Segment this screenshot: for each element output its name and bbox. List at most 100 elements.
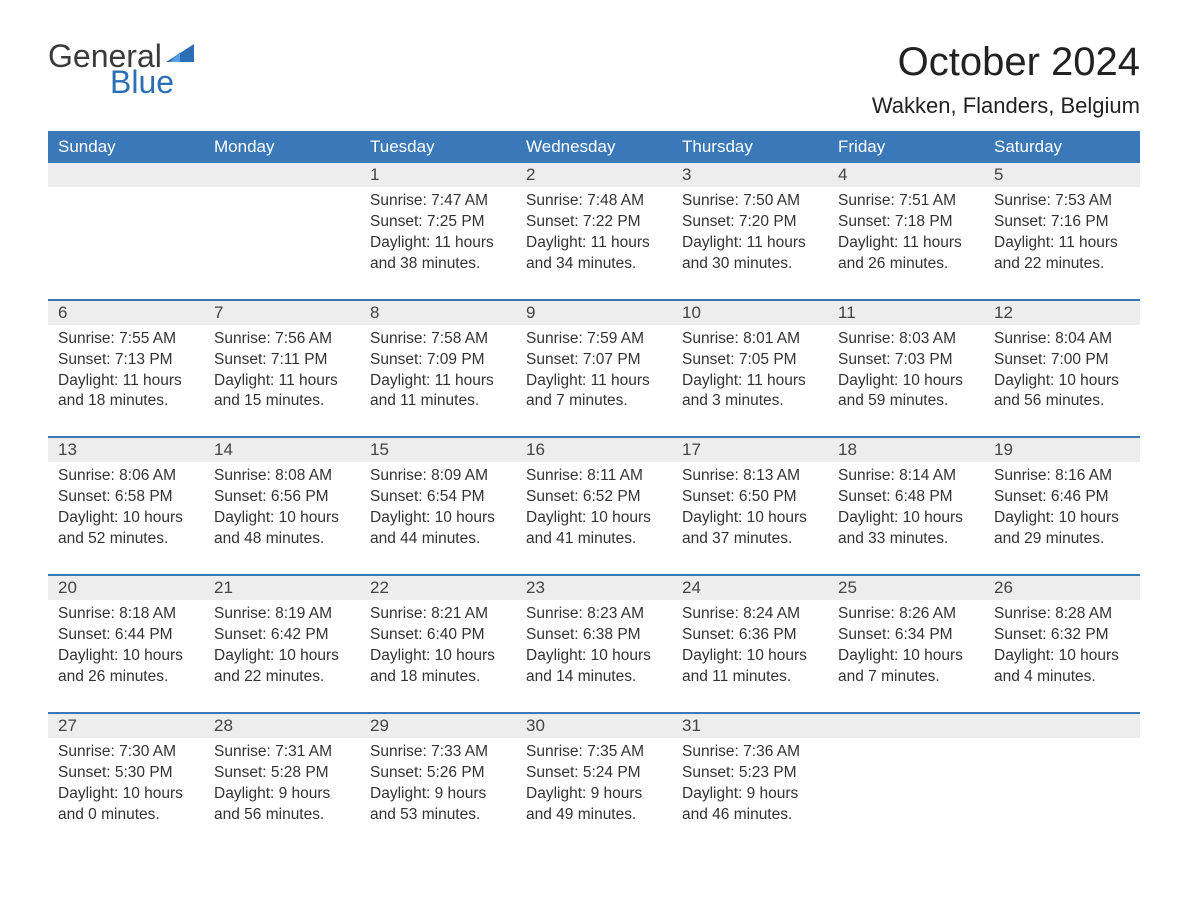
day-body: Sunrise: 8:04 AMSunset: 7:00 PMDaylight:…	[984, 325, 1140, 413]
sunset-line: Sunset: 7:09 PM	[370, 350, 506, 371]
sunrise-line: Sunrise: 8:28 AM	[994, 604, 1130, 625]
daylight-line: Daylight: 10 hours and 14 minutes.	[526, 646, 662, 688]
daylight-line: Daylight: 11 hours and 22 minutes.	[994, 233, 1130, 275]
day-body: Sunrise: 8:06 AMSunset: 6:58 PMDaylight:…	[48, 462, 204, 550]
sunset-line: Sunset: 7:20 PM	[682, 212, 818, 233]
daylight-line: Daylight: 10 hours and 56 minutes.	[994, 371, 1130, 413]
sunrise-line: Sunrise: 7:35 AM	[526, 742, 662, 763]
daylight-line: Daylight: 10 hours and 41 minutes.	[526, 508, 662, 550]
sunrise-line: Sunrise: 7:59 AM	[526, 329, 662, 350]
day-body: Sunrise: 8:24 AMSunset: 6:36 PMDaylight:…	[672, 600, 828, 688]
daylight-line: Daylight: 10 hours and 59 minutes.	[838, 371, 974, 413]
sunrise-line: Sunrise: 7:36 AM	[682, 742, 818, 763]
day-cell: 24Sunrise: 8:24 AMSunset: 6:36 PMDayligh…	[672, 576, 828, 696]
location: Wakken, Flanders, Belgium	[872, 93, 1140, 119]
day-body: Sunrise: 8:16 AMSunset: 6:46 PMDaylight:…	[984, 462, 1140, 550]
sunrise-line: Sunrise: 7:50 AM	[682, 191, 818, 212]
day-body: Sunrise: 7:36 AMSunset: 5:23 PMDaylight:…	[672, 738, 828, 826]
day-number: 3	[672, 163, 828, 187]
day-number: 2	[516, 163, 672, 187]
daylight-line: Daylight: 11 hours and 15 minutes.	[214, 371, 350, 413]
sunset-line: Sunset: 6:42 PM	[214, 625, 350, 646]
sunset-line: Sunset: 6:44 PM	[58, 625, 194, 646]
sunrise-line: Sunrise: 8:03 AM	[838, 329, 974, 350]
day-number: 5	[984, 163, 1140, 187]
sunrise-line: Sunrise: 7:55 AM	[58, 329, 194, 350]
sunrise-line: Sunrise: 8:21 AM	[370, 604, 506, 625]
sunset-line: Sunset: 6:40 PM	[370, 625, 506, 646]
day-number: 21	[204, 576, 360, 600]
day-body: Sunrise: 8:19 AMSunset: 6:42 PMDaylight:…	[204, 600, 360, 688]
sunset-line: Sunset: 7:25 PM	[370, 212, 506, 233]
day-cell: 18Sunrise: 8:14 AMSunset: 6:48 PMDayligh…	[828, 438, 984, 558]
day-cell: 9Sunrise: 7:59 AMSunset: 7:07 PMDaylight…	[516, 301, 672, 421]
day-cell: 4 Sunrise: 7:51 AMSunset: 7:18 PMDaylight…	[828, 163, 984, 283]
month-title: October 2024	[872, 40, 1140, 85]
day-number: 31	[672, 714, 828, 738]
day-number: 25	[828, 576, 984, 600]
day-body: Sunrise: 8:23 AMSunset: 6:38 PMDaylight:…	[516, 600, 672, 688]
day-cell: 29Sunrise: 7:33 AMSunset: 5:26 PMDayligh…	[360, 714, 516, 834]
day-body: Sunrise: 7:55 AMSunset: 7:13 PMDaylight:…	[48, 325, 204, 413]
day-body: Sunrise: 8:03 AMSunset: 7:03 PMDaylight:…	[828, 325, 984, 413]
day-body: Sunrise: 7:56 AMSunset: 7:11 PMDaylight:…	[204, 325, 360, 413]
weekday-header: Tuesday	[360, 131, 516, 163]
sunset-line: Sunset: 6:46 PM	[994, 487, 1130, 508]
daylight-line: Daylight: 10 hours and 37 minutes.	[682, 508, 818, 550]
day-body: Sunrise: 7:31 AMSunset: 5:28 PMDaylight:…	[204, 738, 360, 826]
day-body: Sunrise: 8:01 AMSunset: 7:05 PMDaylight:…	[672, 325, 828, 413]
sunset-line: Sunset: 6:54 PM	[370, 487, 506, 508]
day-body: Sunrise: 7:58 AMSunset: 7:09 PMDaylight:…	[360, 325, 516, 413]
day-cell: 22Sunrise: 8:21 AMSunset: 6:40 PMDayligh…	[360, 576, 516, 696]
sunrise-line: Sunrise: 8:18 AM	[58, 604, 194, 625]
sunset-line: Sunset: 7:13 PM	[58, 350, 194, 371]
day-number: 4	[828, 163, 984, 187]
day-cell: 31Sunrise: 7:36 AMSunset: 5:23 PMDayligh…	[672, 714, 828, 834]
sunrise-line: Sunrise: 7:51 AM	[838, 191, 974, 212]
day-number: 15	[360, 438, 516, 462]
sunrise-line: Sunrise: 7:30 AM	[58, 742, 194, 763]
sunset-line: Sunset: 5:26 PM	[370, 763, 506, 784]
sunset-line: Sunset: 6:38 PM	[526, 625, 662, 646]
day-cell: 20 Sunrise: 8:18 AMSunset: 6:44 PMDayligh…	[48, 576, 204, 696]
daylight-line: Daylight: 11 hours and 7 minutes.	[526, 371, 662, 413]
day-cell: 7Sunrise: 7:56 AMSunset: 7:11 PMDaylight…	[204, 301, 360, 421]
day-body: Sunrise: 8:26 AMSunset: 6:34 PMDaylight:…	[828, 600, 984, 688]
daylight-line: Daylight: 10 hours and 11 minutes.	[682, 646, 818, 688]
sunrise-line: Sunrise: 8:08 AM	[214, 466, 350, 487]
daylight-line: Daylight: 9 hours and 53 minutes.	[370, 784, 506, 826]
day-number: 22	[360, 576, 516, 600]
day-cell	[828, 714, 984, 834]
sunset-line: Sunset: 6:56 PM	[214, 487, 350, 508]
sunset-line: Sunset: 7:18 PM	[838, 212, 974, 233]
weekday-header: Sunday	[48, 131, 204, 163]
sunrise-line: Sunrise: 8:06 AM	[58, 466, 194, 487]
day-cell: 13Sunrise: 8:06 AMSunset: 6:58 PMDayligh…	[48, 438, 204, 558]
weekday-header: Friday	[828, 131, 984, 163]
day-cell	[204, 163, 360, 283]
daylight-line: Daylight: 11 hours and 26 minutes.	[838, 233, 974, 275]
day-cell: 2Sunrise: 7:48 AMSunset: 7:22 PMDaylight…	[516, 163, 672, 283]
day-cell: 8Sunrise: 7:58 AMSunset: 7:09 PMDaylight…	[360, 301, 516, 421]
week-row: 27Sunrise: 7:30 AMSunset: 5:30 PMDayligh…	[48, 712, 1140, 834]
sunset-line: Sunset: 5:23 PM	[682, 763, 818, 784]
day-body: Sunrise: 8:14 AMSunset: 6:48 PMDaylight:…	[828, 462, 984, 550]
daylight-line: Daylight: 11 hours and 30 minutes.	[682, 233, 818, 275]
sunrise-line: Sunrise: 8:24 AM	[682, 604, 818, 625]
sunrise-line: Sunrise: 8:19 AM	[214, 604, 350, 625]
daylight-line: Daylight: 10 hours and 26 minutes.	[58, 646, 194, 688]
daylight-line: Daylight: 11 hours and 34 minutes.	[526, 233, 662, 275]
logo: General Blue	[48, 40, 194, 98]
sunset-line: Sunset: 6:50 PM	[682, 487, 818, 508]
weekday-header: Saturday	[984, 131, 1140, 163]
day-number: 16	[516, 438, 672, 462]
day-body: Sunrise: 7:50 AMSunset: 7:20 PMDaylight:…	[672, 187, 828, 275]
day-body: Sunrise: 8:09 AMSunset: 6:54 PMDaylight:…	[360, 462, 516, 550]
sunrise-line: Sunrise: 7:58 AM	[370, 329, 506, 350]
day-number: 11	[828, 301, 984, 325]
day-number: 20	[48, 576, 204, 600]
sunrise-line: Sunrise: 8:04 AM	[994, 329, 1130, 350]
day-cell: 5Sunrise: 7:53 AMSunset: 7:16 PMDaylight…	[984, 163, 1140, 283]
day-cell: 1Sunrise: 7:47 AMSunset: 7:25 PMDaylight…	[360, 163, 516, 283]
weekday-header: Wednesday	[516, 131, 672, 163]
